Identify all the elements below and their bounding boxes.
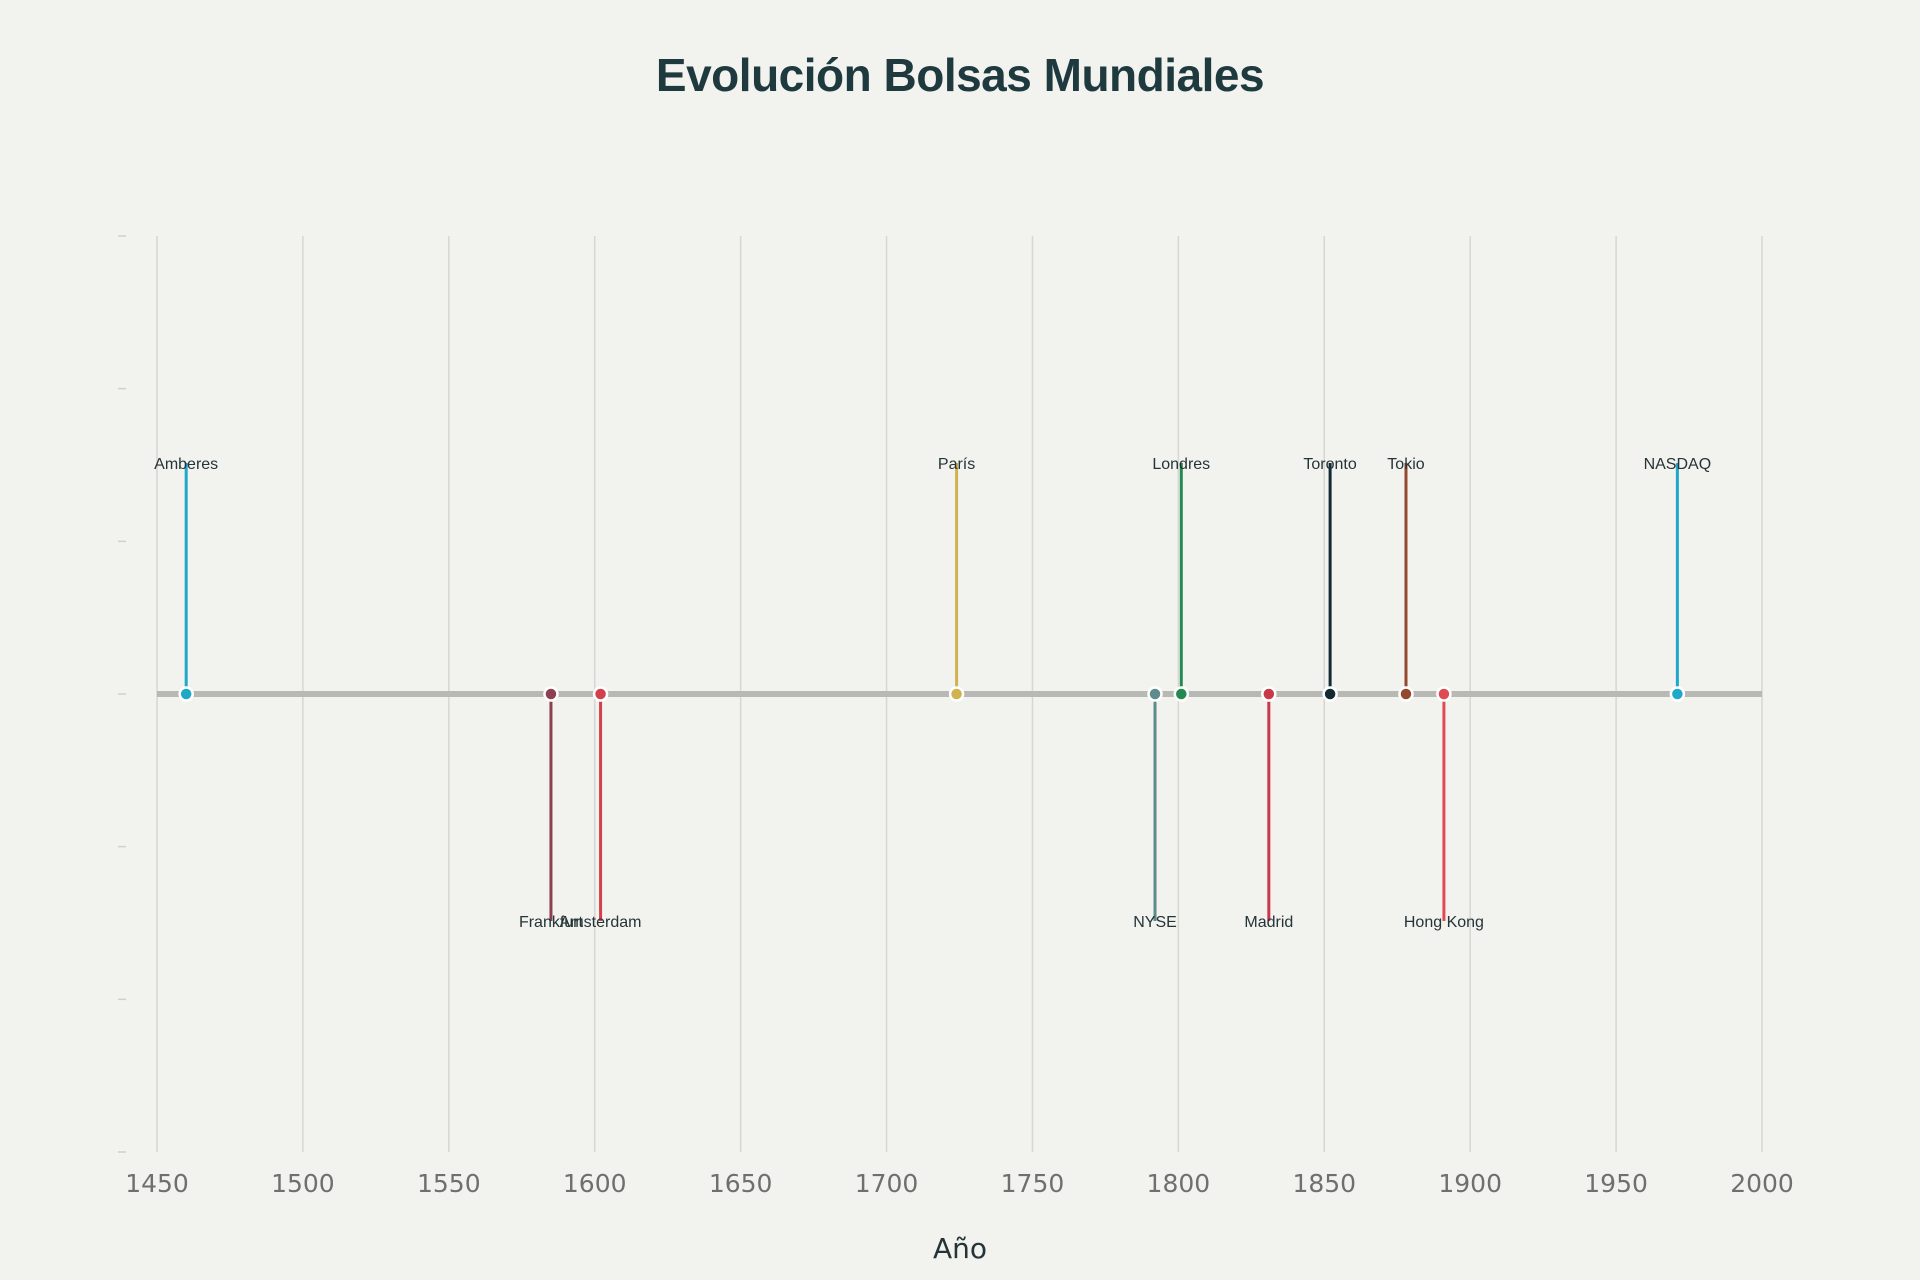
x-tick-label: 1800	[1147, 1169, 1211, 1198]
event-stems	[184, 463, 1679, 921]
event-marker-hong-kong	[1436, 686, 1452, 702]
event-label-londres: Londres	[1152, 456, 1210, 473]
event-marker-par-s	[948, 686, 965, 702]
chart-title: Evolución Bolsas Mundiales	[655, 49, 1265, 101]
x-tick-label: 1850	[1292, 1169, 1356, 1198]
y-tick-marks	[118, 235, 126, 1153]
x-axis-title: Año	[933, 1232, 987, 1265]
x-tick-labels: 1450 1500 1550 1600 1650 1700 1750 1800 1850 1900…	[125, 1169, 1794, 1198]
event-label-tokio: Tokio	[1387, 456, 1424, 473]
event-marker-amberes	[178, 686, 194, 702]
event-marker-frankfurt	[543, 686, 559, 702]
x-tick-label: 1550	[417, 1169, 481, 1198]
event-label-par-s: París	[938, 456, 975, 473]
event-label-nyse: NYSE	[1133, 914, 1177, 931]
x-tick-label: 1750	[1001, 1169, 1065, 1198]
event-label-hong-kong: Hong Kong	[1404, 914, 1484, 931]
event-label-nasdaq: NASDAQ	[1644, 456, 1712, 473]
x-tick-label: 1500	[271, 1169, 335, 1198]
event-marker-londres	[1173, 686, 1190, 702]
event-marker-nyse	[1147, 686, 1163, 702]
x-tick-label: 1700	[855, 1169, 919, 1198]
event-marker-amsterdam	[592, 686, 609, 702]
event-label-amberes: Amberes	[154, 456, 218, 473]
event-label-toronto: Toronto	[1303, 456, 1356, 473]
x-tick-label: 1900	[1438, 1169, 1502, 1198]
event-marker-toronto	[1322, 686, 1338, 702]
event-marker-madrid	[1261, 686, 1277, 702]
x-tick-label: 1950	[1584, 1169, 1648, 1198]
event-marker-nasdaq	[1669, 686, 1686, 702]
x-tick-label: 1650	[709, 1169, 773, 1198]
event-marker-tokio	[1398, 686, 1414, 702]
x-tick-label: 1450	[125, 1169, 189, 1198]
x-tick-label: 1600	[563, 1169, 627, 1198]
x-tick-label: 2000	[1730, 1169, 1794, 1198]
event-label-frankfurt: Frankfurt	[519, 914, 584, 931]
event-markers	[178, 686, 1686, 702]
event-label-madrid: Madrid	[1244, 914, 1293, 931]
event-label-amsterdam: Amsterdam	[560, 914, 642, 931]
